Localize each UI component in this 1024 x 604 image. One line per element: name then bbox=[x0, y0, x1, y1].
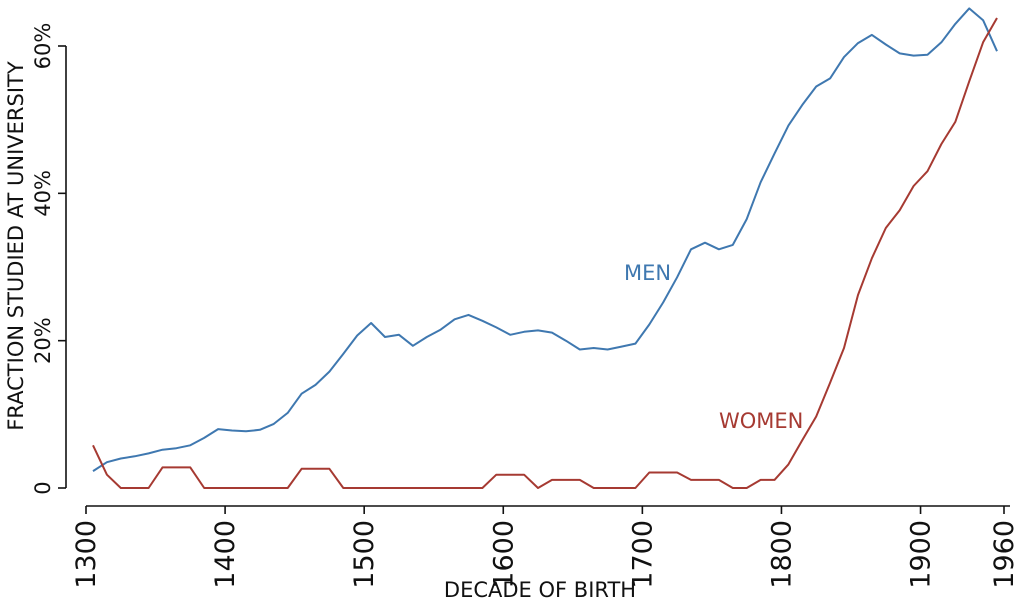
x-tick-label: 1900 bbox=[906, 520, 937, 589]
x-tick-label: 1500 bbox=[349, 520, 380, 589]
x-tick-label: 1400 bbox=[210, 520, 241, 589]
x-ticks: 1300 1400 1500 1600 1700 1800 1900 1960 bbox=[71, 506, 1020, 589]
x-tick-label: 1960 bbox=[989, 520, 1020, 589]
x-tick-label: 1800 bbox=[766, 520, 797, 589]
series-label-women: WOMEN bbox=[719, 409, 803, 433]
y-ticks: 0 20% 40% 60% bbox=[31, 23, 66, 495]
x-tick-label: 1300 bbox=[71, 520, 102, 589]
series-lines bbox=[92, 7, 998, 489]
x-tick-label: 1700 bbox=[627, 520, 658, 589]
y-tick-label: 40% bbox=[31, 170, 55, 217]
y-tick-label: 0 bbox=[31, 481, 55, 494]
y-axis-title: FRACTION STUDIED AT UNIVERSITY bbox=[4, 61, 28, 431]
series-label-men: MEN bbox=[624, 261, 671, 285]
y-tick-label: 60% bbox=[31, 23, 55, 70]
x-axis-title: DECADE OF BIRTH bbox=[444, 578, 636, 602]
series-line-men bbox=[92, 7, 998, 472]
y-tick-label: 20% bbox=[31, 317, 55, 364]
x-tick-label: 1600 bbox=[488, 520, 519, 589]
series-line-women bbox=[92, 17, 998, 489]
